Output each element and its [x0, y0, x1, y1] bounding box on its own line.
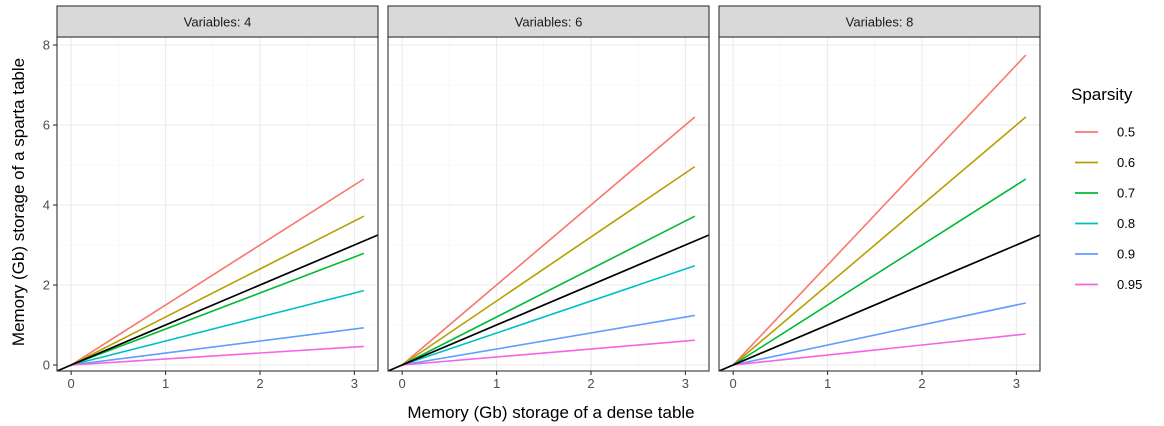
- facet-panel: Variables: 4: [56, 5, 379, 372]
- y-tick-label: 4: [43, 198, 50, 213]
- reference-line: [57, 234, 378, 371]
- y-tick-label: 0: [43, 358, 50, 373]
- x-axis-title: Memory (Gb) storage of a dense table: [407, 403, 694, 422]
- legend-label: 0.7: [1117, 186, 1135, 201]
- facet-panels: Variables: 4 Variables: 6 Variables: 8: [56, 5, 1041, 372]
- series-line-0.7: [70, 252, 365, 366]
- series-line-0.7: [732, 178, 1027, 366]
- x-tick-label: 3: [682, 376, 689, 391]
- x-tick-label: 0: [399, 376, 406, 391]
- x-tick-label: 3: [1013, 376, 1020, 391]
- y-axis: 0 2 4 6 8: [43, 38, 57, 373]
- series-line-0.6: [401, 165, 696, 366]
- legend-label: 0.95: [1117, 277, 1142, 292]
- x-tick-label: 0: [730, 376, 737, 391]
- y-tick-label: 6: [43, 118, 50, 133]
- series-line-0.5: [732, 54, 1027, 366]
- legend-label: 0.8: [1117, 216, 1135, 231]
- y-axis-title: Memory (Gb) storage of a sparta table: [9, 58, 28, 346]
- facet-strip: [718, 5, 1041, 38]
- x-tick-label: 1: [162, 376, 169, 391]
- panel-background: [57, 37, 378, 371]
- x-tick-label: 1: [824, 376, 831, 391]
- x-tick-label: 1: [493, 376, 500, 391]
- facet-panel: Variables: 8: [718, 5, 1041, 372]
- panel-background: [719, 37, 1040, 371]
- series-line-0.5: [70, 178, 365, 366]
- series-line-0.95: [402, 339, 695, 366]
- series-line-0.7: [401, 215, 696, 366]
- facet-strip: [56, 5, 379, 38]
- series-line-0.9: [402, 314, 695, 366]
- series-line-0.6: [732, 116, 1027, 366]
- facet-strip-label: Variables: 6: [515, 15, 583, 30]
- series-line-0.9: [71, 327, 364, 366]
- reference-line: [388, 234, 709, 371]
- series-line-0.8: [401, 265, 696, 366]
- legend-title: Sparsity: [1071, 85, 1133, 104]
- x-axes: 0 1 2 3 0 1 2 3 0 1 2 3: [68, 371, 1020, 391]
- y-tick-label: 2: [43, 278, 50, 293]
- legend-label: 0.6: [1117, 155, 1135, 170]
- series-line-0.6: [70, 215, 365, 366]
- legend: Sparsity 0.5 0.6 0.7 0.8 0.9 0.95: [1071, 85, 1142, 292]
- facet-strip-label: Variables: 4: [184, 15, 252, 30]
- x-tick-label: 2: [918, 376, 925, 391]
- y-tick-label: 8: [43, 38, 50, 53]
- x-tick-label: 3: [351, 376, 358, 391]
- x-tick-label: 2: [587, 376, 594, 391]
- facet-strip-label: Variables: 8: [846, 15, 914, 30]
- series-line-0.8: [70, 289, 365, 366]
- series-line-0.9: [732, 302, 1027, 366]
- legend-label: 0.5: [1117, 125, 1135, 140]
- series-line-0.95: [733, 333, 1026, 366]
- x-tick-label: 0: [68, 376, 75, 391]
- legend-label: 0.9: [1117, 247, 1135, 262]
- facet-panel: Variables: 6: [387, 5, 710, 372]
- x-tick-label: 2: [256, 376, 263, 391]
- series-line-0.95: [71, 345, 364, 366]
- reference-line: [719, 234, 1040, 371]
- facet-strip: [387, 5, 710, 38]
- series-line-0.5: [401, 116, 696, 366]
